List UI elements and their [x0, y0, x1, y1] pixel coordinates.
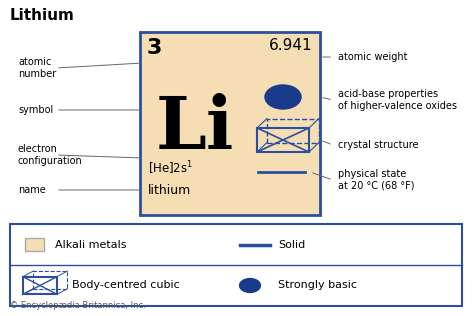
- Text: Alkali metals: Alkali metals: [55, 240, 127, 250]
- Text: 6.941: 6.941: [269, 38, 313, 53]
- Text: 3: 3: [147, 38, 163, 58]
- Text: electron
configuration: electron configuration: [18, 144, 83, 166]
- Circle shape: [239, 278, 260, 292]
- Text: Body-centred cubic: Body-centred cubic: [72, 281, 180, 290]
- Text: atomic
number: atomic number: [18, 57, 56, 79]
- Text: $\mathregular{[He]2s^1}$: $\mathregular{[He]2s^1}$: [148, 160, 193, 177]
- Text: physical state
at 20 °C (68 °F): physical state at 20 °C (68 °F): [338, 169, 414, 191]
- Text: symbol: symbol: [18, 105, 53, 115]
- Text: Lithium: Lithium: [10, 8, 75, 23]
- Circle shape: [265, 85, 301, 109]
- Text: Strongly basic: Strongly basic: [278, 281, 357, 290]
- Text: Li: Li: [156, 93, 234, 164]
- Text: acid-base properties
of higher-valence oxides: acid-base properties of higher-valence o…: [338, 89, 457, 111]
- Text: atomic weight: atomic weight: [338, 52, 408, 62]
- Text: © Encyclopædia Britannica, Inc.: © Encyclopædia Britannica, Inc.: [10, 301, 146, 310]
- Bar: [140, 32, 320, 215]
- Bar: [25, 238, 44, 251]
- Text: name: name: [18, 185, 46, 195]
- Text: crystal structure: crystal structure: [338, 140, 419, 150]
- Bar: [257, 128, 309, 152]
- Bar: [23, 276, 57, 294]
- Text: lithium: lithium: [148, 184, 191, 197]
- Bar: [10, 224, 462, 306]
- Text: Solid: Solid: [278, 240, 305, 250]
